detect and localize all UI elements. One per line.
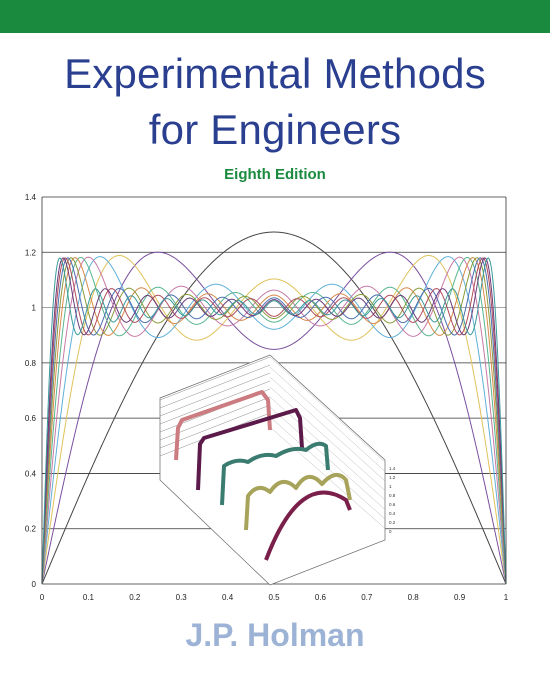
x-tick-label: 0.4 [222, 593, 234, 602]
author-name: J.P. Holman [185, 617, 365, 653]
inset-gridline [159, 364, 271, 409]
inset-gridline [159, 356, 271, 401]
series-line [41, 257, 507, 585]
inset-panel [159, 354, 386, 586]
y-tick-label: 0.2 [25, 525, 37, 534]
series-line [41, 257, 507, 585]
inset-gridline [269, 376, 386, 482]
inset-3d-plot: 1.4 1.2 1 0.8 0.6 0.4 0.2 0 [159, 354, 396, 586]
inset-tick-label: 0.6 [389, 502, 396, 507]
x-tick-label: 0.5 [268, 593, 280, 602]
y-tick-label: 0.4 [25, 469, 37, 478]
series-line [41, 251, 507, 585]
book-title-line-1: Experimental Methods [64, 50, 486, 97]
top-color-band [0, 0, 550, 33]
series-line [41, 256, 507, 585]
plot-curves [41, 231, 507, 585]
x-tick-label: 0.7 [361, 593, 373, 602]
series-line [41, 256, 507, 585]
x-tick-label: 0.9 [454, 593, 466, 602]
inset-ribbon [196, 408, 304, 491]
inset-ribbon [264, 490, 352, 561]
inset-ribbon [220, 441, 330, 506]
y-tick-label: 0 [32, 580, 37, 589]
plot-axes: 0 0.2 0.4 0.6 0.8 1 1.2 1.4 0 0.1 0.2 0.3 0.4 0.5 0.6 0… [25, 193, 509, 602]
series-line [41, 255, 507, 585]
y-tick-label: 1 [32, 304, 37, 313]
x-tick-label: 0.6 [315, 593, 327, 602]
edition-label: Eighth Edition [224, 166, 326, 183]
series-line [41, 256, 507, 585]
inset-tick-label: 1.4 [389, 466, 396, 471]
inset-gridline [269, 356, 386, 463]
x-tick-label: 0.8 [408, 593, 420, 602]
inset-ribbon [244, 472, 352, 531]
book-title-line-2: for Engineers [148, 106, 402, 153]
y-tick-label: 0.6 [25, 414, 37, 423]
inset-gridline [159, 372, 271, 417]
x-tick-label: 1 [504, 593, 509, 602]
y-tick-label: 1.4 [25, 193, 37, 202]
y-tick-label: 1.2 [25, 248, 37, 257]
inset-tick-label: 0 [389, 529, 392, 534]
inset-gridline [269, 386, 386, 491]
inset-tick-label: 1.2 [389, 475, 396, 480]
inset-ribbon [174, 390, 272, 461]
series-line [41, 257, 507, 585]
series-line [41, 257, 507, 585]
inset-tick-label: 0.4 [389, 511, 396, 516]
inset-gridline [269, 366, 386, 472]
y-tick-label: 0.8 [25, 359, 37, 368]
x-tick-label: 0.1 [83, 593, 95, 602]
inset-tick-label: 0.2 [389, 520, 396, 525]
x-tick-label: 0 [40, 593, 45, 602]
inset-gridline [159, 380, 271, 425]
x-tick-label: 0.3 [176, 593, 188, 602]
series-line [41, 231, 507, 585]
x-tick-label: 0.2 [129, 593, 141, 602]
inset-tick-label: 0.8 [389, 493, 396, 498]
inset-tick-label: 1 [389, 484, 392, 489]
